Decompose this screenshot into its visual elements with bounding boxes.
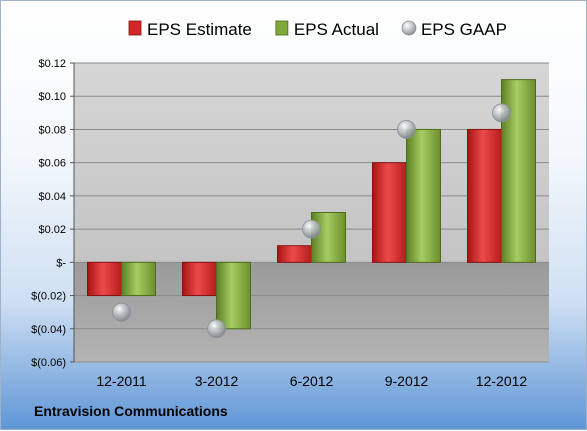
markers-layer bbox=[112, 103, 511, 339]
y-tick-label: $0.10 bbox=[38, 91, 66, 103]
y-axis: $0.12 $0.10 $0.08 $0.06 $0.04 $0.02 $- $(0.02) $… bbox=[31, 58, 75, 369]
y-tick-label: $0.12 bbox=[38, 58, 66, 70]
chart-legend: EPS Estimate EPS Actual EPS GAAP bbox=[128, 20, 507, 39]
bar-eps-actual bbox=[216, 261, 251, 330]
y-tick-label: $(0.02) bbox=[31, 291, 66, 303]
bar-eps-estimate bbox=[372, 162, 407, 263]
bars-layer bbox=[87, 79, 536, 330]
legend-item: EPS Actual bbox=[275, 20, 379, 39]
bar-eps-estimate bbox=[87, 261, 122, 297]
legend-item: EPS GAAP bbox=[401, 20, 507, 39]
legend-label: EPS Estimate bbox=[147, 20, 252, 39]
y-tick-label: $(0.06) bbox=[31, 357, 66, 369]
y-tick-label: $- bbox=[56, 257, 66, 269]
y-tick-label: $0.06 bbox=[38, 158, 66, 170]
marker-eps-gaap bbox=[492, 103, 511, 123]
legend-swatch bbox=[128, 20, 142, 36]
legend-swatch bbox=[401, 20, 417, 36]
x-tick-label: 12-2011 bbox=[96, 373, 147, 389]
marker-eps-gaap bbox=[302, 219, 321, 239]
bar-eps-actual bbox=[406, 128, 441, 263]
marker-eps-gaap bbox=[397, 120, 416, 139]
x-tick-label: 9-2012 bbox=[385, 373, 429, 389]
company-name: Entravision Communications bbox=[34, 403, 228, 419]
legend-label: EPS Actual bbox=[294, 20, 379, 39]
x-tick-label: 6-2012 bbox=[290, 373, 334, 389]
x-axis: 12-2011 3-2012 6-2012 9-2012 12-2012 bbox=[96, 373, 527, 389]
bar-eps-actual bbox=[311, 212, 346, 263]
y-tick-label: $0.02 bbox=[38, 224, 66, 236]
x-tick-label: 3-2012 bbox=[195, 373, 239, 389]
x-tick-label: 12-2012 bbox=[476, 373, 528, 389]
bar-eps-estimate bbox=[277, 245, 312, 263]
y-tick-label: $0.04 bbox=[38, 191, 66, 203]
y-tick-label: $0.08 bbox=[38, 124, 66, 136]
legend-item: EPS Estimate bbox=[128, 20, 252, 39]
legend-label: EPS GAAP bbox=[421, 20, 507, 39]
y-tick-label: $(0.04) bbox=[31, 324, 66, 336]
marker-eps-gaap bbox=[207, 319, 226, 339]
legend-swatch bbox=[275, 20, 289, 36]
marker-eps-gaap bbox=[112, 302, 131, 322]
bar-eps-estimate bbox=[182, 261, 217, 297]
bar-eps-estimate bbox=[467, 128, 502, 263]
bar-eps-actual bbox=[121, 261, 156, 297]
